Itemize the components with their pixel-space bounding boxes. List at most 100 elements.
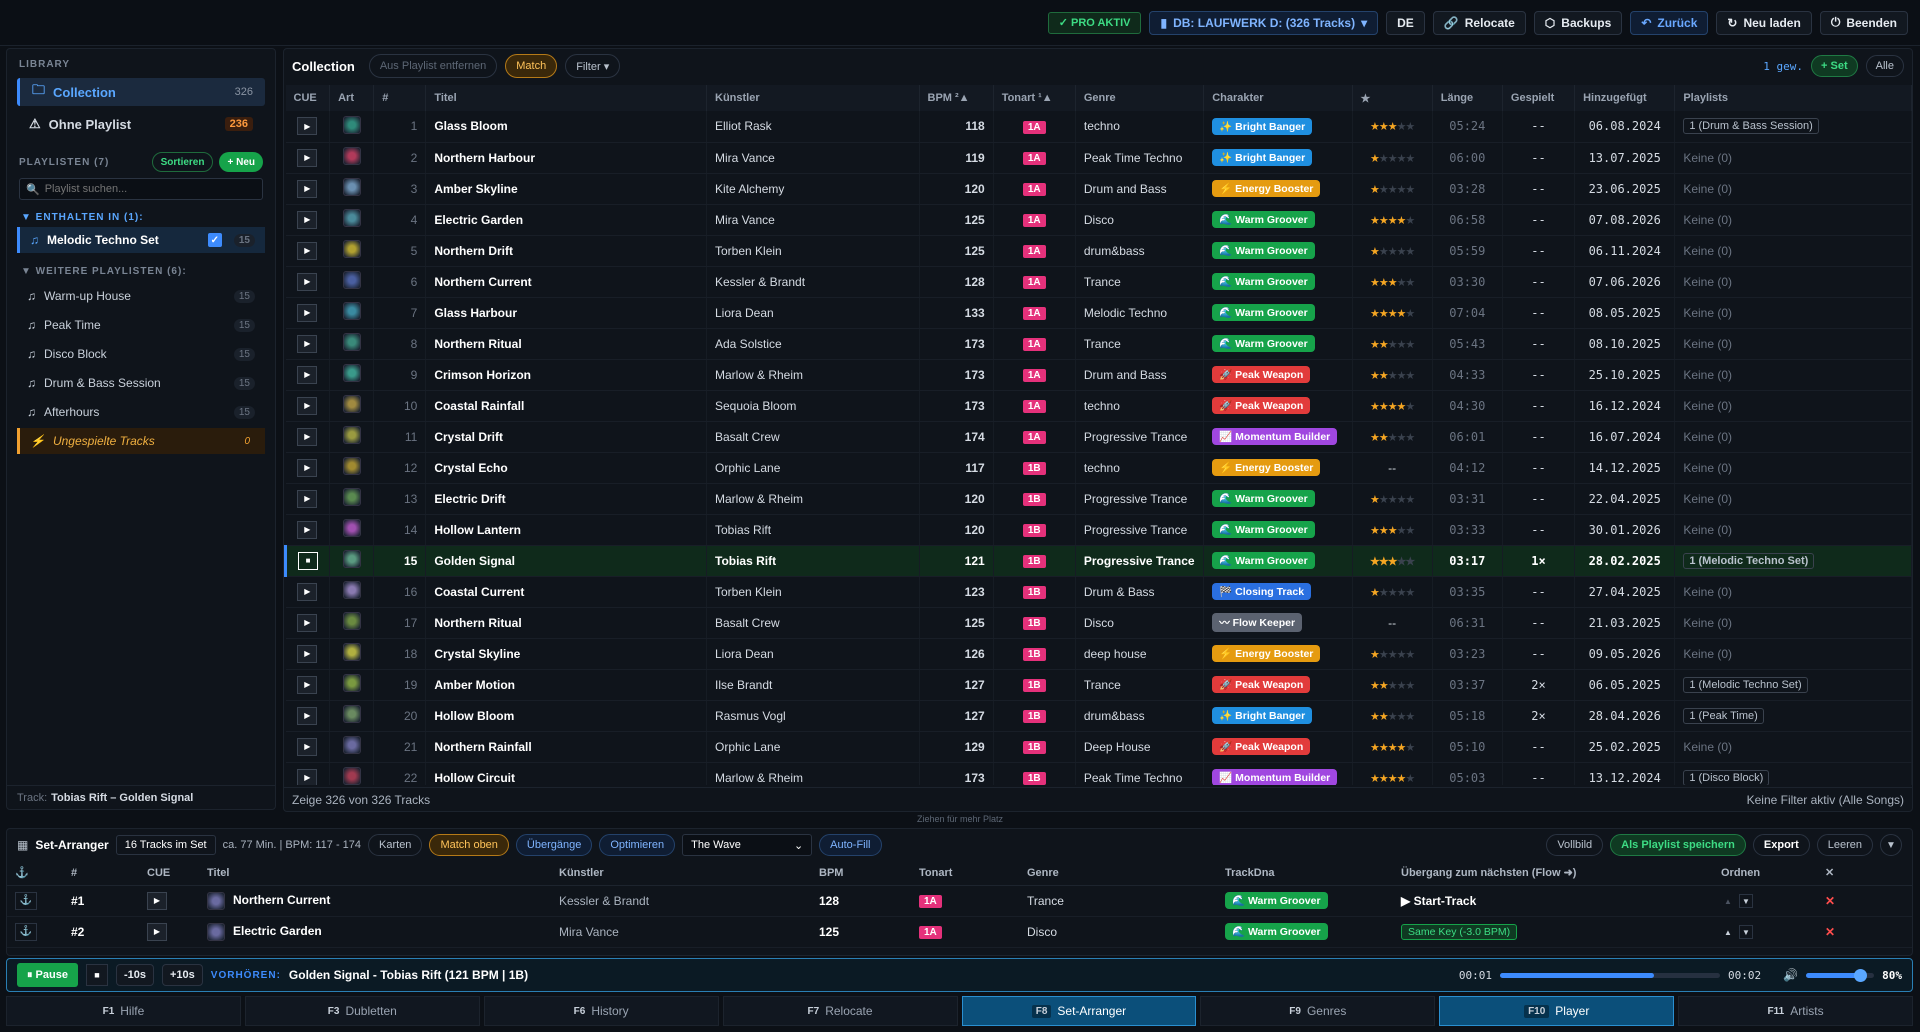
rating-cell[interactable]: ★★★★★	[1352, 545, 1433, 577]
move-up-button[interactable]: ▲	[1724, 896, 1732, 906]
rating-cell[interactable]: ★★★★★	[1352, 762, 1433, 785]
match-button[interactable]: Match	[505, 54, 558, 78]
cards-button[interactable]: Karten	[368, 834, 423, 856]
fkey-artists[interactable]: F11 Artists	[1678, 996, 1913, 1026]
rating-cell[interactable]: --	[1352, 607, 1433, 639]
table-row[interactable]: ▶ 11 Crystal Drift Basalt Crew 174 1A Progress…	[285, 421, 1912, 453]
column-header[interactable]: Gespielt	[1502, 85, 1576, 111]
column-header[interactable]: BPM	[811, 861, 911, 886]
table-row[interactable]: ▶ 17 Northern Ritual Basalt Crew 125 1B Disco 〰…	[285, 607, 1912, 639]
rating-cell[interactable]: ★★★★★	[1352, 390, 1433, 422]
column-header[interactable]: Übergang zum nächsten (Flow ➜)	[1393, 861, 1713, 886]
volume-knob[interactable]	[1853, 968, 1867, 982]
table-row[interactable]: ▶ 20 Hollow Bloom Rasmus Vogl 127 1B drum&bass…	[285, 700, 1912, 732]
play-icon[interactable]: ▶	[297, 768, 318, 785]
set-row[interactable]: ⚓ #2 ▶ Electric Garden Mira Vance 125 1A Disco 🌊…	[7, 916, 1912, 948]
table-row[interactable]: ▶ 19 Amber Motion Ilse Brandt 127 1B Trance 🚀 P…	[285, 669, 1912, 701]
sort-button[interactable]: Sortieren	[151, 152, 214, 172]
table-row[interactable]: ▶ 16 Coastal Current Torben Klein 123 1B Drum …	[285, 576, 1912, 608]
table-row[interactable]: ▶ 8 Northern Ritual Ada Solstice 173 1A Trance…	[285, 328, 1912, 360]
play-icon[interactable]: ▶	[297, 334, 318, 353]
sidebar-item-drum-bass-session[interactable]: ♫ Drum & Bass Session 15	[17, 370, 265, 396]
playlist-chip[interactable]: 1 (Melodic Techno Set)	[1683, 676, 1808, 693]
play-icon[interactable]: ▶	[297, 613, 318, 632]
table-row[interactable]: ▶ 7 Glass Harbour Liora Dean 133 1A Melodic Te…	[285, 297, 1912, 329]
rating-cell[interactable]: ★★★★★	[1352, 514, 1433, 546]
column-header[interactable]: Titel	[199, 861, 551, 886]
sidebar-item-melodic-techno-set[interactable]: ♫ Melodic Techno Set ✓ 15	[17, 227, 265, 253]
table-row[interactable]: ▶ 9 Crimson Horizon Marlow & Rheim 173 1A Drum…	[285, 359, 1912, 391]
rating-cell[interactable]: ★★★★★	[1352, 142, 1433, 174]
seek-bar[interactable]	[1500, 972, 1721, 978]
volume-slider[interactable]	[1806, 968, 1875, 982]
match-top-button[interactable]: Match oben	[429, 834, 509, 856]
rating-cell[interactable]: ★★★★★	[1352, 297, 1433, 329]
rating-cell[interactable]: ★★★★★	[1352, 204, 1433, 236]
play-icon[interactable]: ▶	[297, 458, 318, 477]
column-header[interactable]: Künstler	[551, 861, 811, 886]
rating-cell[interactable]: ★★★★★	[1352, 731, 1433, 763]
sidebar-item-afterhours[interactable]: ♫ Afterhours 15	[17, 399, 265, 425]
export-button[interactable]: Export	[1752, 834, 1810, 856]
autofill-button[interactable]: Auto-Fill	[819, 834, 882, 856]
column-header[interactable]: #	[63, 861, 139, 886]
fkey-hilfe[interactable]: F1 Hilfe	[6, 996, 241, 1026]
pause-button[interactable]: ⏸ Pause	[17, 963, 78, 987]
collapse-button[interactable]: ▼	[1880, 834, 1902, 856]
column-header[interactable]: BPM ²▲	[919, 85, 994, 111]
anchor-icon[interactable]: ⚓	[15, 922, 37, 941]
playlist-chip[interactable]: 1 (Disco Block)	[1683, 769, 1770, 785]
playlist-chip[interactable]: 1 (Melodic Techno Set)	[1683, 552, 1815, 569]
table-row[interactable]: ▶ 3 Amber Skyline Kite Alchemy 120 1A Drum and…	[285, 173, 1912, 205]
play-icon[interactable]: ▶	[297, 520, 318, 539]
rating-cell[interactable]: ★★★★★	[1352, 483, 1433, 515]
play-icon[interactable]: ▶	[297, 737, 318, 756]
save-as-playlist-button[interactable]: Als Playlist speichern	[1610, 834, 1746, 856]
play-icon[interactable]: ▶	[297, 303, 318, 322]
sidebar-item-unplayed[interactable]: ⚡ Ungespielte Tracks 0	[17, 428, 265, 454]
fkey-history[interactable]: F6 History	[483, 996, 719, 1026]
column-header[interactable]: Ordnen	[1713, 861, 1817, 886]
transitions-button[interactable]: Übergänge	[515, 834, 593, 856]
column-header[interactable]: Playlists	[1674, 85, 1912, 111]
table-row[interactable]: ▶ 10 Coastal Rainfall Sequoia Bloom 173 1A tec…	[285, 390, 1912, 422]
fkey-set-arranger[interactable]: F8 Set-Arranger	[961, 996, 1197, 1026]
rating-cell[interactable]: ★★★★★	[1352, 421, 1433, 453]
rating-cell[interactable]: ★★★★★	[1352, 576, 1433, 608]
column-header[interactable]: #	[373, 85, 427, 111]
play-icon[interactable]: ▶	[297, 117, 318, 136]
forward-10-button[interactable]: +10s	[162, 964, 203, 986]
relocate-button[interactable]: 🔗 Relocate	[1432, 10, 1526, 35]
column-header[interactable]: Genre	[1019, 861, 1217, 886]
column-header[interactable]: Tonart ¹▲	[993, 85, 1076, 111]
stop-button[interactable]: ■	[85, 964, 108, 986]
table-row[interactable]: ▶ 5 Northern Drift Torben Klein 125 1A drum&ba…	[285, 235, 1912, 267]
rewind-10-button[interactable]: -10s	[115, 964, 154, 986]
rating-cell[interactable]: ★★★★★	[1352, 173, 1433, 205]
rating-cell[interactable]: ★★★★★	[1352, 359, 1433, 391]
play-icon[interactable]: ▶	[297, 179, 318, 198]
table-row[interactable]: ▶ 14 Hollow Lantern Tobias Rift 120 1B Progres…	[285, 514, 1912, 546]
play-icon[interactable]: ▶	[297, 644, 318, 663]
remove-icon[interactable]: ✕	[1825, 893, 1836, 908]
clear-button[interactable]: Leeren	[1816, 834, 1873, 856]
column-header[interactable]: Art	[329, 85, 375, 111]
anchor-icon[interactable]: ⚓	[15, 891, 37, 910]
table-row[interactable]: ▶ 13 Electric Drift Marlow & Rheim 120 1B Prog…	[285, 483, 1912, 515]
rating-cell[interactable]: --	[1352, 452, 1433, 484]
play-icon[interactable]: ▶	[297, 210, 318, 229]
fkey-dubletten[interactable]: F3 Dubletten	[244, 996, 480, 1026]
fkey-relocate[interactable]: F7 Relocate	[722, 996, 958, 1026]
column-header[interactable]: ★	[1352, 85, 1433, 111]
table-row[interactable]: ▶ 4 Electric Garden Mira Vance 125 1A Disco 🌊 W…	[285, 204, 1912, 236]
play-icon[interactable]: ▶	[297, 241, 318, 260]
column-header[interactable]: TrackDna	[1217, 861, 1393, 886]
stop-icon[interactable]: ■	[298, 551, 319, 570]
table-row[interactable]: ■ 15 Golden Signal Tobias Rift 121 1B Progress…	[284, 545, 1912, 577]
play-icon[interactable]: ▶	[297, 272, 318, 291]
sidebar-item-disco-block[interactable]: ♫ Disco Block 15	[17, 341, 265, 367]
add-to-set-button[interactable]: + Set	[1811, 55, 1858, 77]
sidebar-item-warm-up-house[interactable]: ♫ Warm-up House 15	[17, 283, 265, 309]
move-down-button[interactable]: ▼	[1739, 894, 1753, 909]
new-playlist-button[interactable]: + Neu	[219, 152, 263, 172]
